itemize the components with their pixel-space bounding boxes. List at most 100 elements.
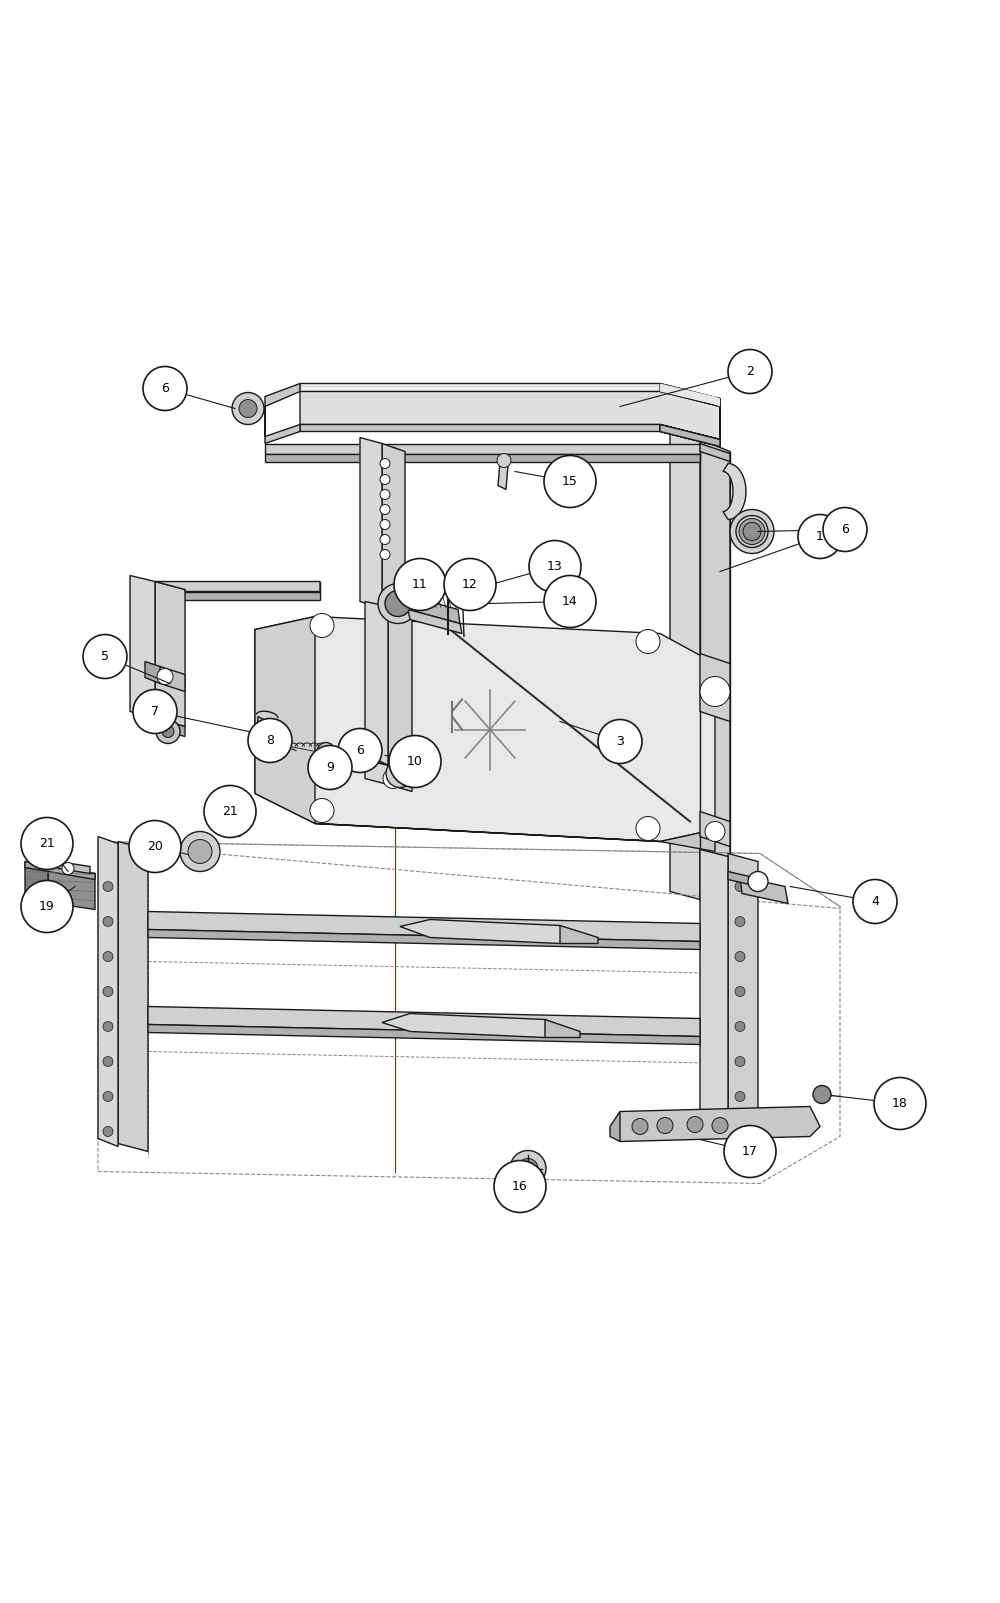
Polygon shape: [670, 433, 700, 899]
Text: 21: 21: [39, 837, 55, 850]
Text: 5: 5: [101, 649, 109, 664]
Circle shape: [735, 1092, 745, 1101]
Circle shape: [103, 1092, 113, 1101]
Circle shape: [103, 1127, 113, 1137]
Polygon shape: [155, 582, 320, 592]
Polygon shape: [118, 842, 148, 1151]
Polygon shape: [300, 425, 720, 447]
Polygon shape: [610, 1111, 620, 1141]
Circle shape: [380, 505, 390, 515]
Polygon shape: [700, 444, 730, 462]
Circle shape: [338, 728, 382, 773]
Circle shape: [204, 785, 256, 837]
Text: 21: 21: [222, 805, 238, 818]
Circle shape: [383, 768, 403, 789]
Polygon shape: [148, 1007, 700, 1037]
Circle shape: [823, 508, 867, 551]
Circle shape: [380, 458, 390, 468]
Text: 11: 11: [412, 579, 428, 592]
Circle shape: [728, 349, 772, 393]
Circle shape: [355, 750, 371, 766]
Circle shape: [394, 558, 446, 611]
Polygon shape: [365, 601, 388, 784]
Polygon shape: [265, 383, 300, 444]
Circle shape: [636, 816, 660, 840]
Circle shape: [21, 818, 73, 869]
Text: 7: 7: [151, 705, 159, 718]
Polygon shape: [48, 867, 95, 909]
Polygon shape: [255, 617, 715, 842]
Polygon shape: [255, 617, 315, 824]
Polygon shape: [215, 819, 240, 837]
Circle shape: [735, 1021, 745, 1031]
Circle shape: [103, 1056, 113, 1066]
Circle shape: [494, 1161, 546, 1212]
Circle shape: [308, 745, 352, 790]
Circle shape: [378, 583, 418, 624]
Circle shape: [188, 840, 212, 864]
Polygon shape: [165, 592, 320, 600]
Circle shape: [735, 952, 745, 962]
Circle shape: [735, 882, 745, 891]
Circle shape: [143, 367, 187, 410]
Circle shape: [444, 558, 496, 611]
Text: 2: 2: [746, 365, 754, 378]
Polygon shape: [160, 667, 185, 691]
Circle shape: [157, 668, 173, 684]
Circle shape: [544, 455, 596, 508]
Circle shape: [743, 523, 761, 540]
Circle shape: [103, 917, 113, 927]
Polygon shape: [700, 439, 730, 912]
Circle shape: [458, 582, 466, 590]
Circle shape: [874, 1077, 926, 1130]
Circle shape: [705, 821, 725, 842]
Polygon shape: [408, 595, 460, 624]
Text: 16: 16: [512, 1180, 528, 1193]
Circle shape: [730, 510, 774, 553]
Circle shape: [393, 766, 407, 781]
Polygon shape: [660, 383, 720, 447]
Polygon shape: [315, 824, 715, 851]
Circle shape: [853, 880, 897, 923]
Text: 8: 8: [266, 734, 274, 747]
Circle shape: [103, 986, 113, 997]
Text: 10: 10: [407, 755, 423, 768]
Circle shape: [83, 635, 127, 678]
Circle shape: [389, 736, 441, 787]
Circle shape: [813, 1085, 831, 1103]
Text: 3: 3: [616, 736, 624, 749]
Polygon shape: [382, 444, 405, 617]
Polygon shape: [700, 654, 730, 721]
Text: 6: 6: [356, 744, 364, 757]
Circle shape: [386, 760, 414, 787]
Polygon shape: [300, 391, 720, 439]
Circle shape: [260, 736, 274, 750]
Polygon shape: [360, 438, 382, 609]
Polygon shape: [25, 861, 95, 880]
Polygon shape: [400, 920, 590, 944]
Circle shape: [529, 540, 581, 593]
Text: 6: 6: [161, 382, 169, 394]
Text: 15: 15: [562, 474, 578, 487]
Polygon shape: [728, 853, 758, 1127]
Circle shape: [103, 1021, 113, 1031]
Polygon shape: [155, 582, 185, 726]
Circle shape: [712, 1117, 728, 1133]
Polygon shape: [545, 1020, 580, 1037]
Circle shape: [544, 575, 596, 627]
Circle shape: [657, 1117, 673, 1133]
Text: 13: 13: [547, 559, 563, 572]
Circle shape: [739, 518, 765, 545]
Circle shape: [310, 798, 334, 822]
Circle shape: [380, 474, 390, 484]
Circle shape: [598, 720, 642, 763]
Polygon shape: [148, 930, 700, 949]
Circle shape: [518, 1159, 538, 1178]
Circle shape: [736, 516, 768, 548]
Polygon shape: [300, 383, 720, 407]
Circle shape: [748, 872, 768, 891]
Circle shape: [380, 534, 390, 545]
Polygon shape: [740, 877, 788, 904]
Text: 19: 19: [39, 899, 55, 914]
Circle shape: [735, 1056, 745, 1066]
